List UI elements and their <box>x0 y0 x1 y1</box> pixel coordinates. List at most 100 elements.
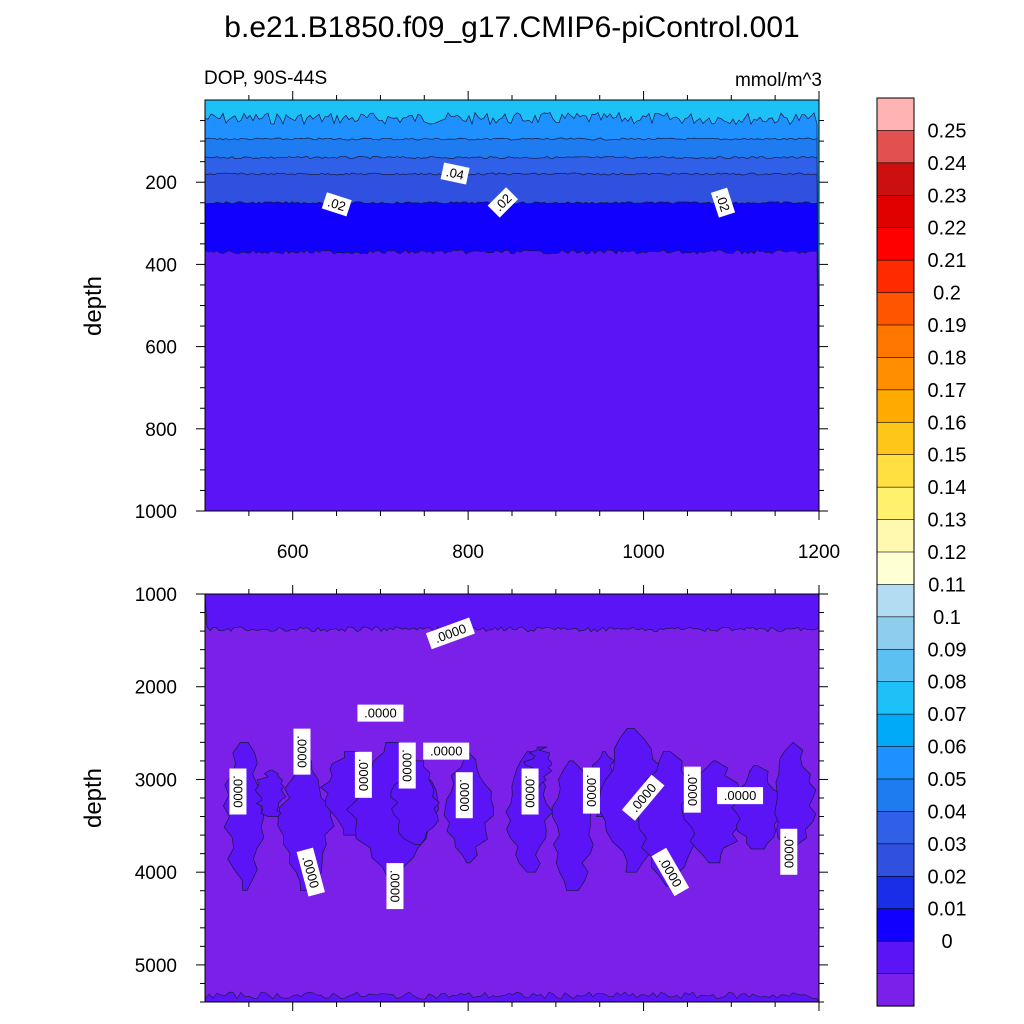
contour-label-text: .0000 <box>781 836 796 869</box>
top-plot-area: .04 .02 .02 .02 <box>204 100 820 512</box>
contour-label-box <box>293 728 311 775</box>
colorbar-swatch <box>876 681 915 715</box>
colorbar-label: 0.15 <box>928 445 967 467</box>
contour-label-box <box>354 751 372 798</box>
colorbar-swatch <box>876 421 915 456</box>
bottom-contour-label: .0000 <box>582 767 600 814</box>
top-y-tick-label: 1000 <box>135 502 177 523</box>
top-axis-ticks: 200 400 600 800 1000 600 800 1000 1200 <box>135 91 840 563</box>
top-panel: DOP, 90S-44S mmol/m^3 .04 .02 .02 .02 200 40… <box>80 68 840 563</box>
colorbar-label: 0.18 <box>928 347 967 369</box>
contour-label-box <box>425 617 475 650</box>
bottom-contour-label: .0000 <box>386 863 404 910</box>
colorbar-label: 0.03 <box>928 834 967 856</box>
contour-label-box <box>621 774 665 821</box>
contour-label-box <box>717 787 764 805</box>
contour-label-text: .0000 <box>387 870 402 903</box>
colorbar-swatch <box>876 486 915 521</box>
colorbar-label: 0.11 <box>928 574 965 596</box>
bottom-contour-label: .0000 <box>296 847 325 897</box>
bottom-contour-label: .0000 <box>780 828 798 875</box>
colorbar-label: 0.01 <box>928 899 967 921</box>
top-contour-label: .02 <box>487 187 519 218</box>
colorbar-swatch <box>876 973 915 1007</box>
top-left-string: DOP, 90S-44S <box>204 68 327 89</box>
contour-label-text: .0000 <box>523 775 538 808</box>
top-x-tick-label: 600 <box>277 542 309 563</box>
colorbar-label: 0.07 <box>928 704 967 726</box>
bottom-contour-band <box>204 593 820 633</box>
contour-label-box <box>423 742 470 760</box>
top-y-tick-label: 600 <box>145 338 177 359</box>
top-y-tick-label: 400 <box>145 255 177 276</box>
colorbar-swatch <box>876 162 915 196</box>
top-contour-band <box>204 249 820 512</box>
colorbar-label: 0.06 <box>928 737 967 759</box>
bottom-contour-label: .0000 <box>423 742 470 760</box>
colorbar-label: 0.05 <box>928 769 967 791</box>
colorbar-swatch <box>876 648 915 683</box>
bottom-contour-label: .0000 <box>398 742 416 789</box>
bottom-y-tick-label: 5000 <box>135 956 177 977</box>
colorbar-label: 0.08 <box>928 672 967 694</box>
contour-label-text: .0000 <box>457 779 472 812</box>
bottom-seafloor-band <box>204 991 820 1003</box>
colorbar-label: 0.21 <box>928 250 967 272</box>
colorbar-swatch <box>876 292 915 326</box>
colorbar-label: 0.14 <box>928 477 967 499</box>
colorbar-swatch <box>876 97 915 132</box>
colorbar-label: 0.17 <box>928 380 967 402</box>
colorbar-swatch <box>876 616 915 650</box>
top-contour-label: .02 <box>321 192 352 217</box>
bottom-contour-label: .0000 <box>683 766 701 813</box>
colorbar-swatch <box>876 940 915 975</box>
contour-label-box <box>455 772 473 819</box>
bottom-contour-label: .0000 <box>521 768 539 815</box>
bottom-contour-label: .0000 <box>455 772 473 819</box>
contour-label-box <box>651 847 690 897</box>
contour-label-text: .0000 <box>294 735 309 768</box>
contour-label-text: .04 <box>445 164 466 182</box>
chart-title: b.e21.B1850.f09_g17.CMIP6-piControl.001 <box>224 11 799 44</box>
colorbar-label: 0.23 <box>928 185 967 207</box>
bottom-y-axis-label: depth <box>80 768 107 828</box>
colorbar-label: 0.2 <box>933 283 961 305</box>
colorbar-label: 0.13 <box>928 510 967 532</box>
contour-label-text: .0000 <box>685 773 700 806</box>
colorbar-swatch <box>876 227 915 261</box>
contour-label-box <box>521 768 539 815</box>
contour-label-box <box>321 192 352 217</box>
contour-label-box <box>582 767 600 814</box>
contour-label-text: .0000 <box>364 706 397 721</box>
colorbar-swatch <box>876 746 915 780</box>
bottom-contour-blob <box>254 769 287 817</box>
bottom-contour-label: .0000 <box>354 751 372 798</box>
bottom-y-tick-label: 3000 <box>135 770 177 791</box>
colorbar-label: 0.1 <box>933 607 961 629</box>
colorbar-swatch <box>876 324 915 359</box>
contour-label-box <box>487 187 519 218</box>
colorbar-swatch <box>876 130 915 164</box>
colorbar-label: 0.12 <box>928 542 967 564</box>
top-y-tick-label: 800 <box>145 420 177 441</box>
colorbar-label: 0.19 <box>928 315 967 337</box>
colorbar-swatch <box>876 551 915 586</box>
colorbar-label: 0 <box>941 931 952 953</box>
contour-label-text: .02 <box>713 192 733 214</box>
bottom-y-tick-label: 1000 <box>135 585 177 606</box>
bottom-contour-blob <box>277 760 335 892</box>
colorbar-frame <box>876 97 915 1007</box>
colorbar-label: 0.24 <box>928 153 967 175</box>
contour-label-box <box>683 766 701 813</box>
bottom-contour-label: .0000 <box>717 787 764 805</box>
colorbar-label: 0.25 <box>928 120 967 142</box>
contour-label-box <box>440 162 470 185</box>
colorbar-swatch <box>876 357 915 391</box>
colorbar-swatch <box>876 875 915 910</box>
top-contour-label: .04 <box>440 162 470 185</box>
contour-label-text: .0000 <box>430 744 463 759</box>
colorbar-swatch <box>876 908 915 942</box>
top-right-string: mmol/m^3 <box>735 70 822 91</box>
colorbar-swatch <box>876 389 915 423</box>
